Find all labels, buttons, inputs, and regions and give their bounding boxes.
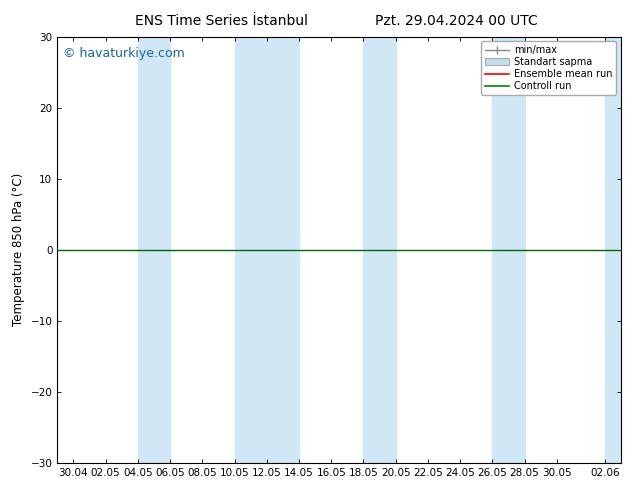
Bar bbox=[235, 37, 299, 463]
Text: © havaturkiye.com: © havaturkiye.com bbox=[63, 47, 184, 60]
Bar bbox=[363, 37, 396, 463]
Bar bbox=[605, 37, 634, 463]
Bar bbox=[138, 37, 170, 463]
Legend: min/max, Standart sapma, Ensemble mean run, Controll run: min/max, Standart sapma, Ensemble mean r… bbox=[481, 42, 616, 95]
Y-axis label: Temperature 850 hPa (°C): Temperature 850 hPa (°C) bbox=[12, 173, 25, 326]
Text: Pzt. 29.04.2024 00 UTC: Pzt. 29.04.2024 00 UTC bbox=[375, 14, 538, 28]
Bar bbox=[493, 37, 524, 463]
Text: ENS Time Series İstanbul: ENS Time Series İstanbul bbox=[136, 14, 308, 28]
